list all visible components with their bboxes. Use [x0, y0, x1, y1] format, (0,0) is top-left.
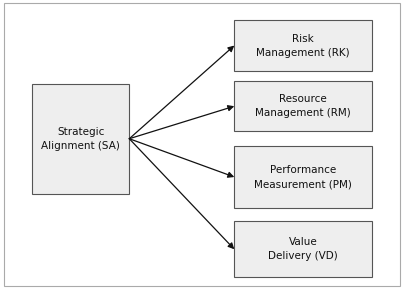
Text: Strategic
Alignment (SA): Strategic Alignment (SA)	[41, 127, 120, 151]
Text: Resource
Management (RM): Resource Management (RM)	[255, 94, 351, 118]
FancyBboxPatch shape	[234, 221, 372, 277]
FancyBboxPatch shape	[234, 81, 372, 131]
Text: Performance
Measurement (PM): Performance Measurement (PM)	[254, 165, 352, 189]
FancyBboxPatch shape	[234, 146, 372, 208]
FancyBboxPatch shape	[234, 20, 372, 71]
Text: Risk
Management (RK): Risk Management (RK)	[256, 34, 350, 58]
FancyBboxPatch shape	[32, 84, 129, 194]
Text: Value
Delivery (VD): Value Delivery (VD)	[268, 237, 338, 261]
